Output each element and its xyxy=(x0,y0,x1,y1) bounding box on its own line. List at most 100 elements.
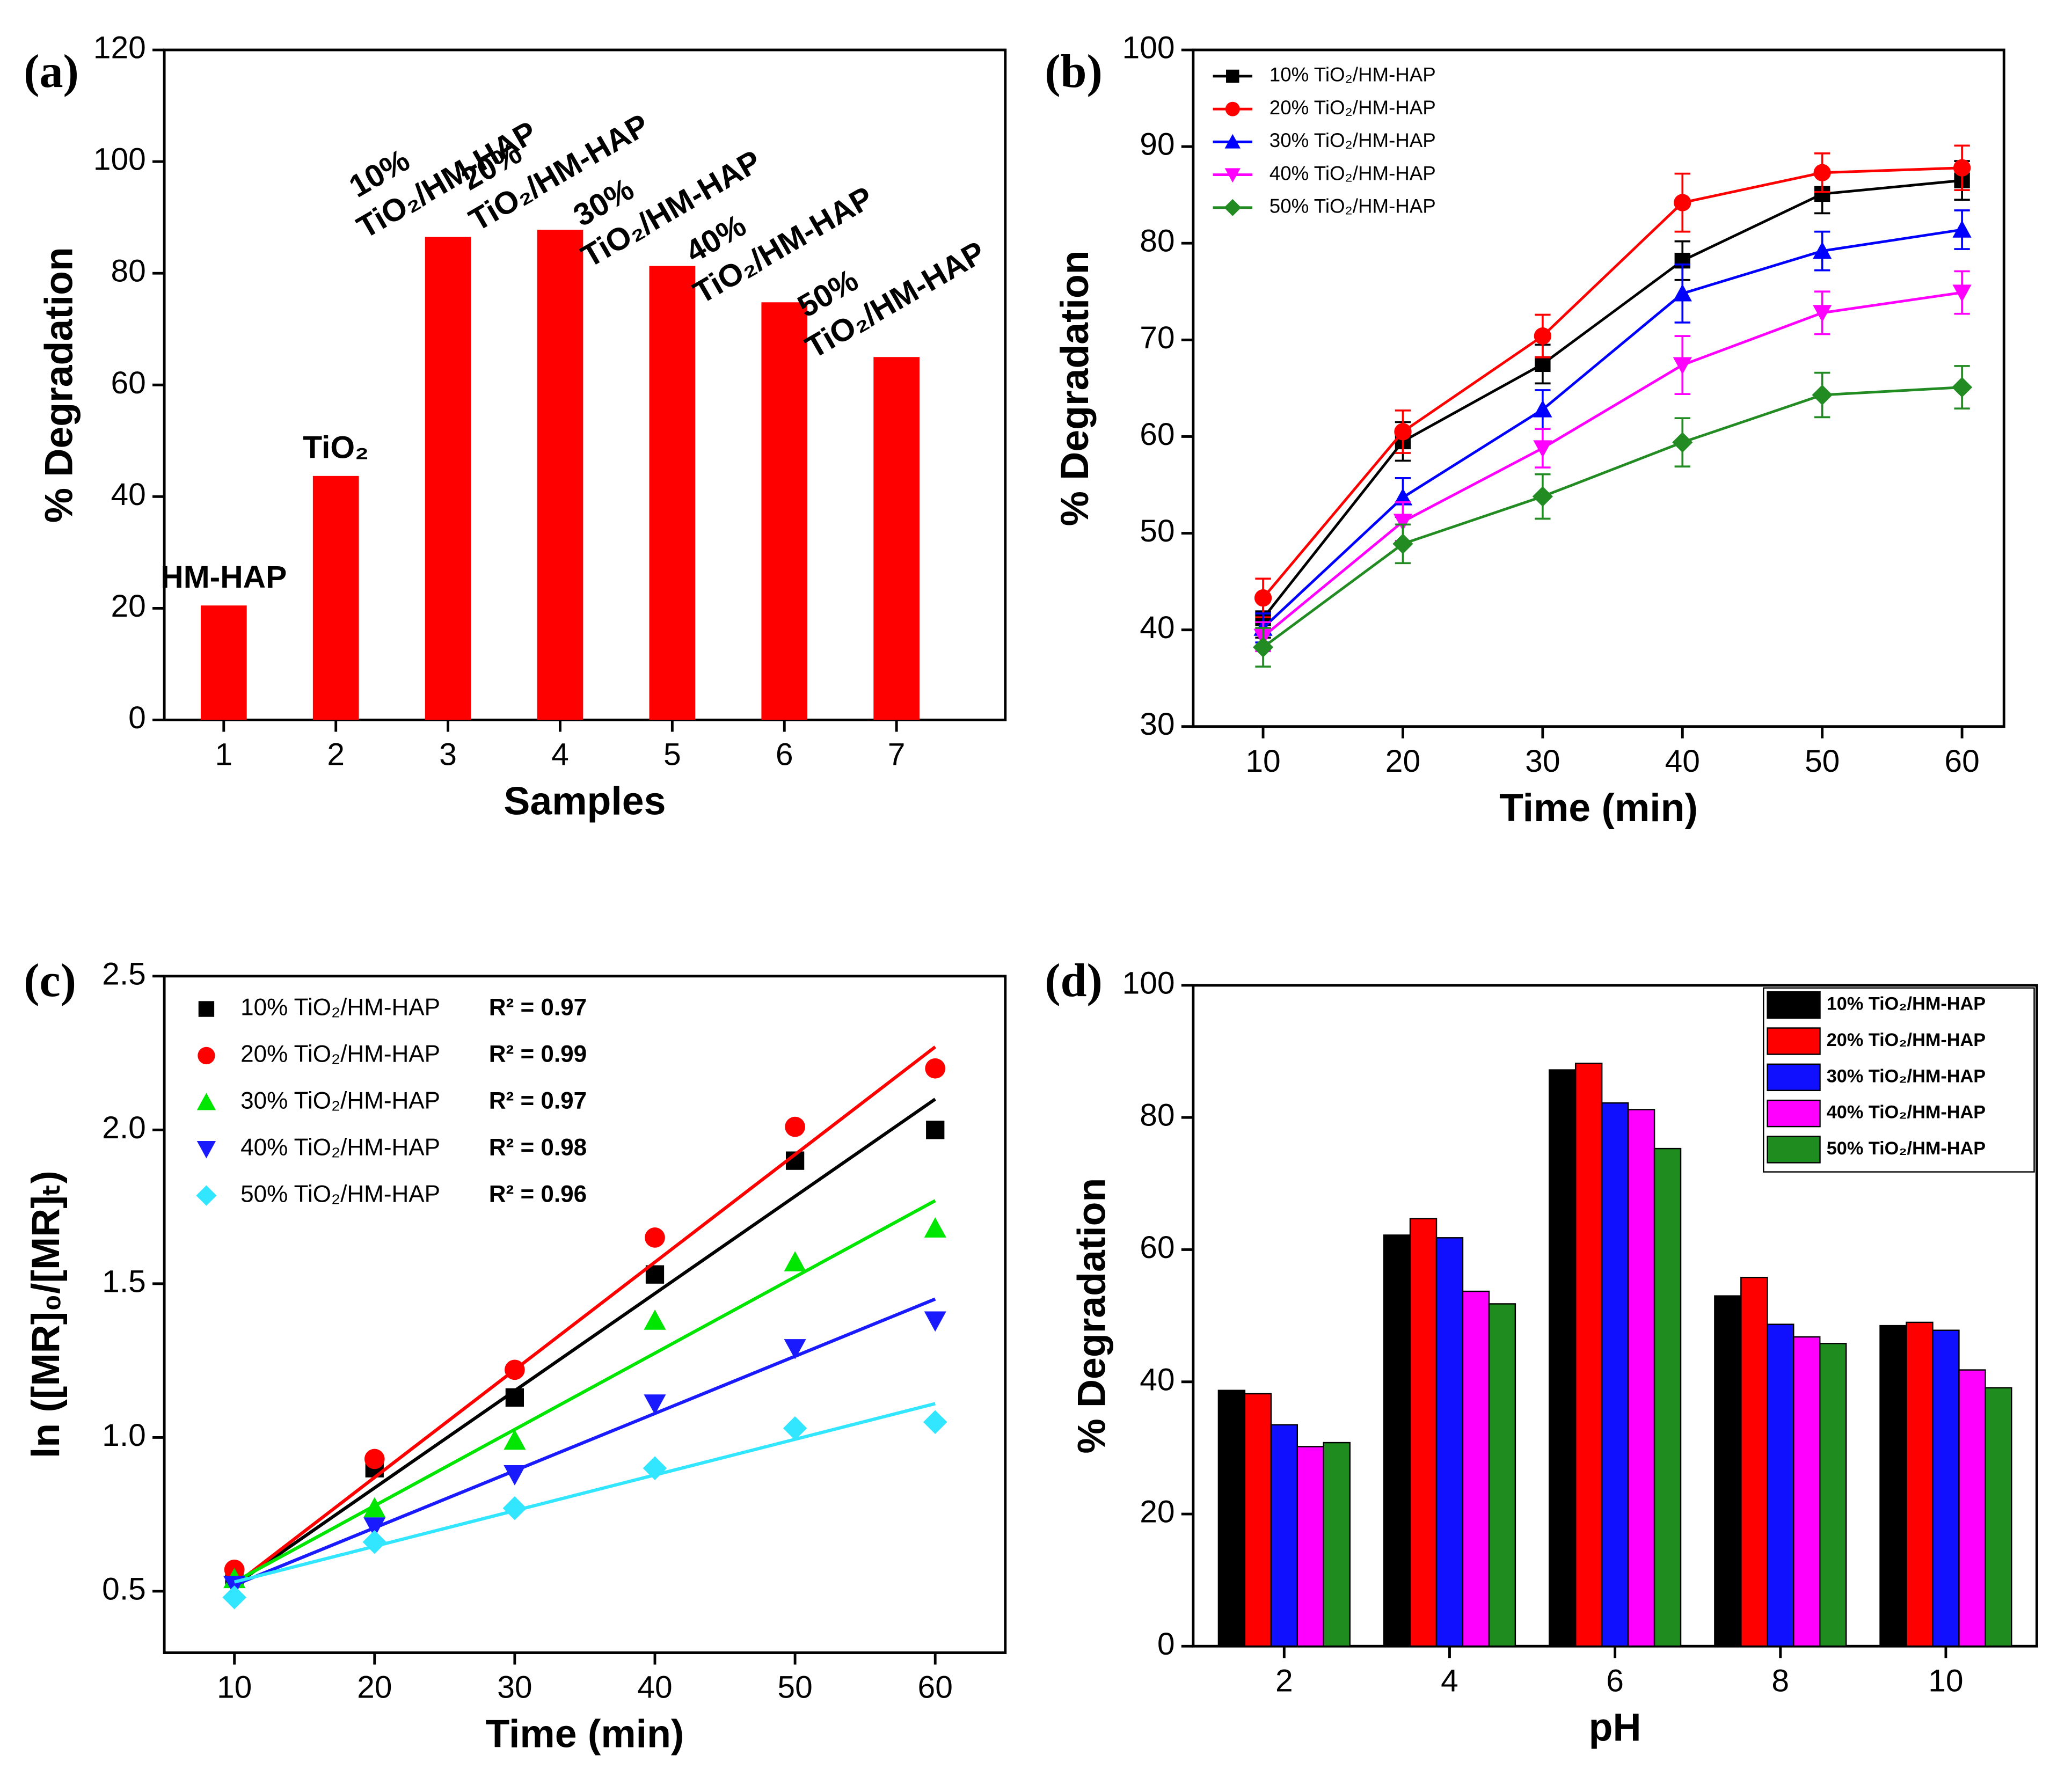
bar xyxy=(1488,1303,1516,1647)
legend-swatch xyxy=(1767,1099,1821,1128)
x-axis-label: Samples xyxy=(504,779,666,823)
y-tick-label: 50 xyxy=(1140,514,1174,548)
y-tick-label: 0 xyxy=(128,700,146,735)
marker xyxy=(505,1359,525,1380)
y-tick-label: 100 xyxy=(1122,966,1175,1000)
marker xyxy=(1813,242,1832,259)
marker xyxy=(1392,533,1413,554)
bar xyxy=(1323,1442,1351,1647)
bar xyxy=(1296,1446,1324,1647)
y-tick-label: 60 xyxy=(1140,1230,1174,1265)
marker xyxy=(644,1310,666,1330)
panel-label: (d) xyxy=(1045,954,1103,1007)
legend-label: 30% TiO₂/HM-HAP xyxy=(240,1087,440,1114)
legend-marker xyxy=(1226,69,1239,83)
legend-marker xyxy=(1224,168,1241,183)
y-tick-label: 60 xyxy=(111,365,145,400)
legend-r2: R² = 0.97 xyxy=(489,994,587,1021)
marker xyxy=(643,1456,667,1480)
y-tick-label: 60 xyxy=(1140,417,1174,452)
bar-label: 30%TiO₂/HM-HAP xyxy=(567,144,767,274)
x-tick-label: 6 xyxy=(776,737,793,772)
marker xyxy=(926,1121,945,1139)
bar xyxy=(1740,1276,1768,1647)
x-axis-label: Time (min) xyxy=(1499,786,1698,830)
fit-line xyxy=(234,1297,936,1587)
y-tick-label: 80 xyxy=(111,254,145,289)
fit-line xyxy=(234,1199,936,1584)
series-line xyxy=(1262,228,1963,629)
marker xyxy=(1673,284,1692,302)
legend-label: 30% TiO₂/HM-HAP xyxy=(1270,129,1436,151)
marker xyxy=(1533,400,1552,418)
y-tick-label: 100 xyxy=(1122,31,1175,65)
marker xyxy=(1812,384,1833,406)
legend-label: 50% TiO₂/HM-HAP xyxy=(1270,195,1436,217)
legend-marker xyxy=(196,1185,217,1206)
marker xyxy=(1672,432,1693,453)
bar xyxy=(1435,1237,1464,1647)
marker xyxy=(222,1585,246,1610)
marker xyxy=(924,1311,946,1332)
x-tick-label: 2 xyxy=(327,737,345,772)
bar xyxy=(1244,1393,1272,1647)
legend-marker xyxy=(1225,101,1240,116)
bar xyxy=(1653,1147,1682,1647)
marker xyxy=(1254,589,1272,607)
y-tick-label: 80 xyxy=(1140,1098,1174,1133)
marker xyxy=(1532,486,1553,507)
marker xyxy=(504,1465,526,1486)
x-tick-label: 4 xyxy=(1441,1663,1458,1698)
marker xyxy=(785,1116,805,1137)
x-tick-label: 4 xyxy=(551,737,569,772)
bar xyxy=(761,302,808,720)
x-tick-label: 20 xyxy=(1385,744,1420,779)
bar xyxy=(1627,1109,1655,1647)
panel-label: (a) xyxy=(24,45,79,98)
legend-swatch xyxy=(1767,1136,1821,1164)
legend-r2: R² = 0.96 xyxy=(489,1181,587,1207)
y-tick-label: 1.0 xyxy=(102,1418,146,1453)
bar xyxy=(1462,1290,1490,1647)
x-tick-label: 10 xyxy=(1928,1663,1963,1698)
legend-label: 20% TiO₂/HM-HAP xyxy=(240,1041,440,1067)
legend-label: 10% TiO₂/HM-HAP xyxy=(1270,64,1436,86)
marker xyxy=(645,1227,665,1248)
bar-label: HM-HAP xyxy=(161,560,287,595)
legend-label: 50% TiO₂/HM-HAP xyxy=(240,1181,440,1207)
marker xyxy=(784,1251,806,1271)
y-axis-label: ln ([MR]₀/[MR]ₜ) xyxy=(24,1171,68,1458)
x-tick-label: 50 xyxy=(1805,744,1840,779)
marker xyxy=(1394,423,1412,441)
x-tick-label: 60 xyxy=(918,1670,953,1705)
panel-label: (c) xyxy=(24,954,76,1007)
x-axis-label: Time (min) xyxy=(486,1712,684,1756)
x-tick-label: 3 xyxy=(439,737,457,772)
bar xyxy=(1714,1295,1742,1647)
y-tick-label: 30 xyxy=(1140,707,1174,742)
marker xyxy=(1813,305,1832,323)
bar xyxy=(649,266,696,720)
marker xyxy=(1953,159,1971,177)
legend-label: 40% TiO₂/HM-HAP xyxy=(1270,162,1436,184)
marker xyxy=(362,1530,387,1554)
x-tick-label: 40 xyxy=(637,1670,672,1705)
y-tick-label: 40 xyxy=(111,477,145,512)
bar xyxy=(1932,1329,1960,1647)
x-axis-label: pH xyxy=(1589,1705,1642,1749)
y-tick-label: 0 xyxy=(1157,1627,1175,1662)
marker xyxy=(363,1497,386,1518)
bar xyxy=(1819,1343,1847,1647)
bar xyxy=(1409,1218,1438,1647)
marker xyxy=(644,1394,666,1415)
y-axis-label: % Degradation xyxy=(1070,1178,1114,1454)
bar xyxy=(200,605,247,720)
bar xyxy=(1767,1323,1794,1647)
x-tick-label: 10 xyxy=(1245,744,1280,779)
legend-label: 40% TiO₂/HM-HAP xyxy=(240,1134,440,1160)
y-tick-label: 2.0 xyxy=(102,1110,146,1145)
marker xyxy=(784,1339,806,1359)
bar xyxy=(1270,1424,1298,1647)
legend-marker xyxy=(198,1001,215,1017)
